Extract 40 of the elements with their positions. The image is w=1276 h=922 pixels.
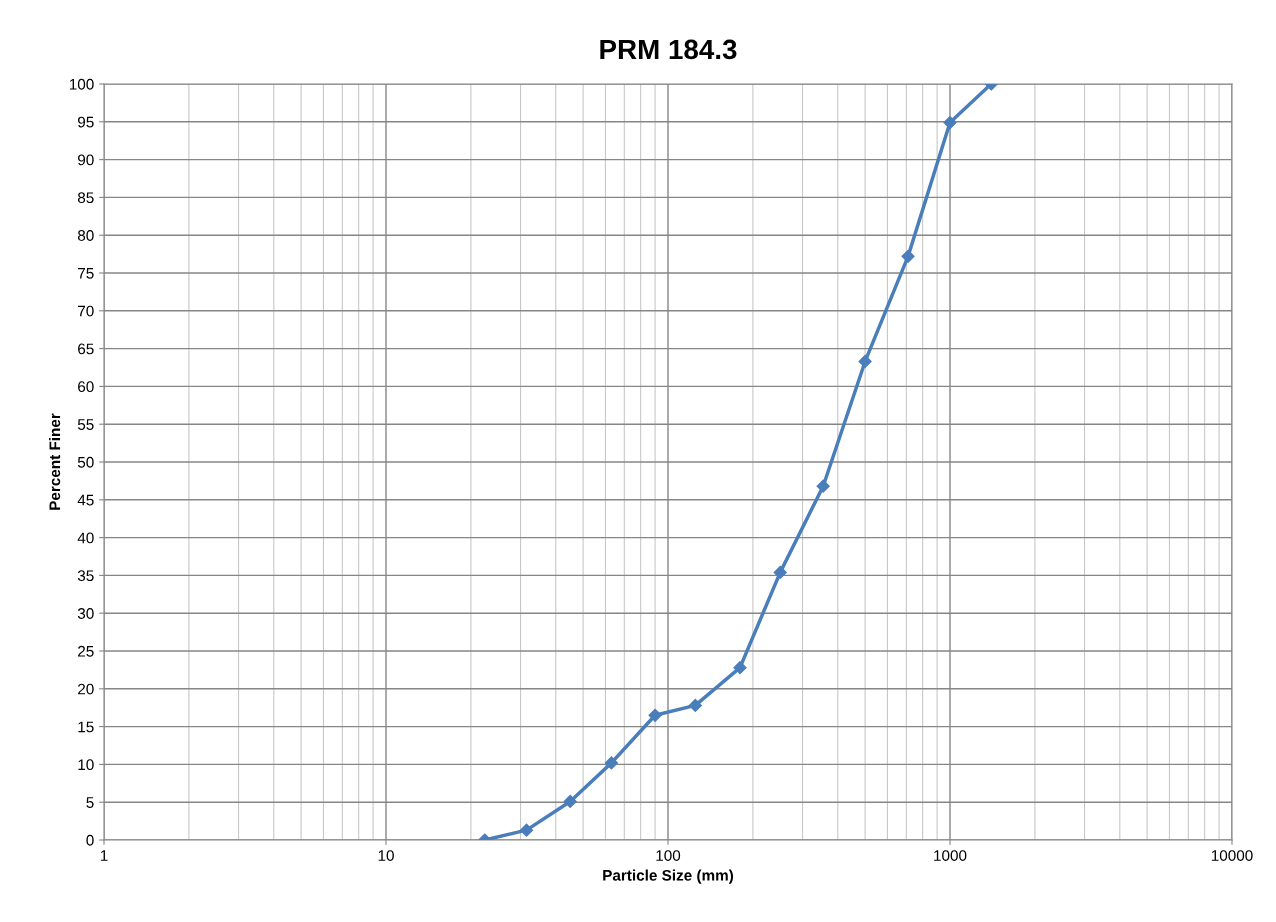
y-tick-label: 40 bbox=[77, 532, 94, 544]
y-tick-label: 75 bbox=[78, 268, 94, 279]
point bbox=[733, 661, 747, 675]
y-axis-title: Percent Finer bbox=[48, 413, 61, 510]
y-tick-label: 85 bbox=[77, 192, 94, 204]
y-tick-label: 95 bbox=[78, 116, 94, 128]
y-tick-label: 90 bbox=[78, 154, 94, 166]
point bbox=[901, 249, 915, 263]
point bbox=[943, 115, 957, 130]
y-tick-label: 100 bbox=[69, 78, 94, 90]
point bbox=[858, 354, 872, 369]
y-tick-label: 15 bbox=[78, 721, 94, 733]
x-tick-label: 1000 bbox=[934, 850, 967, 861]
x-axis-title: Particle Size (mm) bbox=[603, 869, 734, 884]
y-tick-label: 55 bbox=[77, 419, 94, 430]
x-tick-label: 100 bbox=[656, 850, 681, 861]
x-tick-label: 10 bbox=[378, 850, 394, 861]
y-tick-label: 60 bbox=[78, 381, 94, 393]
y-tick-label: 50 bbox=[77, 456, 94, 468]
point bbox=[563, 794, 577, 809]
y-tick-label: 5 bbox=[86, 797, 94, 808]
y-tick-label: 45 bbox=[77, 494, 94, 506]
y-tick-label: 65 bbox=[78, 343, 94, 355]
point bbox=[648, 708, 662, 722]
y-tick-label: 70 bbox=[78, 305, 94, 317]
chart-title: PRM 184.3 bbox=[600, 39, 737, 60]
point bbox=[773, 565, 787, 579]
y-tick-label: 80 bbox=[77, 230, 94, 241]
x-tick-label: 1 bbox=[100, 850, 108, 861]
x-tick-label: 10000 bbox=[1211, 850, 1253, 861]
point bbox=[688, 698, 702, 713]
point bbox=[604, 756, 619, 770]
y-tick-label: 10 bbox=[78, 759, 94, 771]
y-tick-label: 25 bbox=[78, 645, 94, 657]
y-tick-label: 0 bbox=[86, 834, 94, 846]
point bbox=[816, 479, 830, 493]
y-tick-label: 30 bbox=[77, 608, 94, 619]
point bbox=[519, 823, 534, 837]
y-tick-label: 20 bbox=[78, 683, 94, 695]
y-tick-label: 35 bbox=[77, 570, 94, 582]
